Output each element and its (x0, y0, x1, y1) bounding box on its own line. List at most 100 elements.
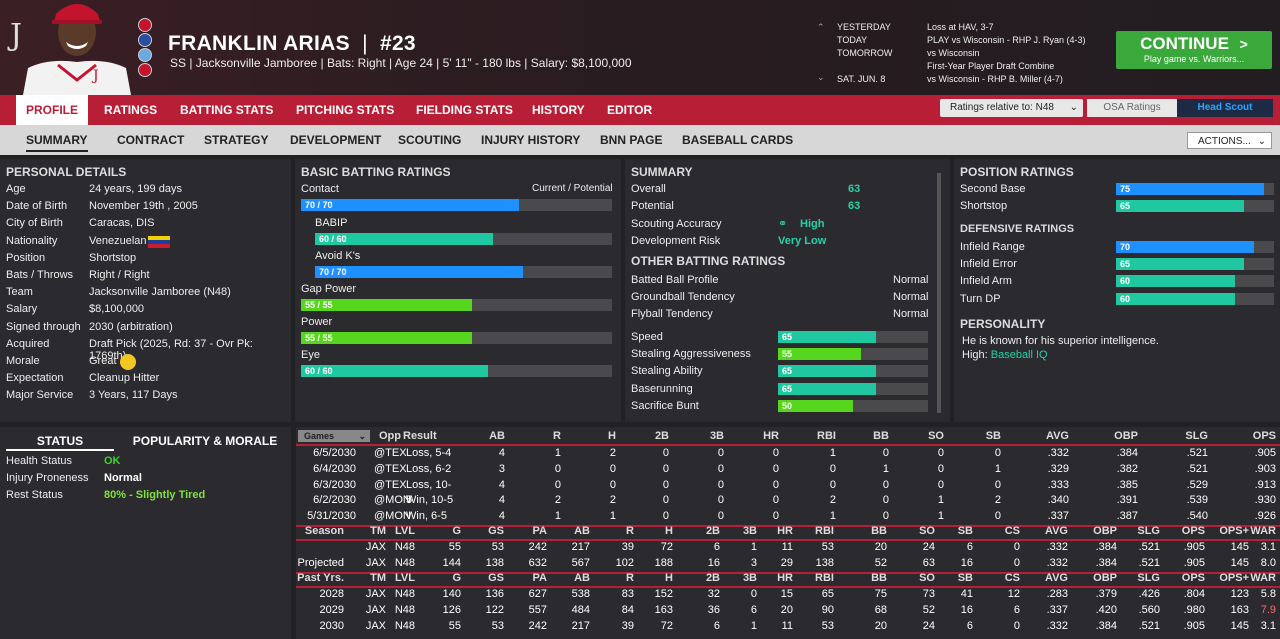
games-cell: 1 (994, 462, 1001, 475)
games-cell: 6/5/2030 (313, 447, 356, 459)
other-rating-label: Flyball Tendency (631, 308, 713, 320)
divider (296, 525, 1280, 527)
batting-ratings-panel: BASIC BATTING RATINGS Current / Potentia… (295, 159, 621, 422)
games-row[interactable]: 6/4/2030 @TEX Loss, 6-2 3 0 0 0 0 0 0 1 0 1 .329 .382.… (296, 462, 1280, 477)
past-cell: 12 (1007, 588, 1020, 600)
games-select[interactable]: Games ⌄ (298, 430, 370, 442)
games-row[interactable]: 5/31/2030 @MON Win, 6-5 4 1 1 0 0 0 1 0 1 0 .337 .387.… (296, 509, 1280, 524)
past-cell: 126 (442, 604, 461, 616)
tab-batting-stats[interactable]: BATTING STATS (180, 103, 274, 117)
rating-bar: 75 (1116, 183, 1265, 195)
head-scout-button[interactable]: Head Scout (1177, 99, 1273, 117)
continue-button[interactable]: CONTINUE > Play game vs. Warriors... (1116, 31, 1272, 69)
badge-icon (138, 63, 152, 77)
games-cell: .540 (1186, 510, 1208, 523)
current-potential-label: Current / Potential (532, 183, 613, 194)
schedule-row: First-Year Player Draft Combine (837, 60, 1086, 73)
tab-status[interactable]: STATUS (6, 431, 114, 451)
season-row[interactable]: Projected JAX N48 144 138 632 567 102 188 16 3 29 13… (296, 556, 1280, 571)
schedule-event: PLAY vs Wisconsin - RHP J. Ryan (4-3) (927, 35, 1086, 45)
tab-history[interactable]: HISTORY (532, 103, 585, 117)
rating-bar: 60 (1116, 292, 1235, 305)
season-col-header: WAR (1250, 525, 1276, 537)
past-row[interactable]: 2029 JAX N48 126 122 557 484 84 163 36 6 20 90 68 52 16… (296, 603, 1280, 618)
subtab-bnn-page[interactable]: BNN PAGE (600, 133, 663, 147)
games-cell: 1 (609, 510, 616, 523)
tab-profile[interactable]: PROFILE (16, 95, 89, 125)
season-cell: .905 (1183, 557, 1205, 569)
season-col-header: PA (532, 525, 547, 537)
past-cell: .804 (1183, 588, 1205, 600)
season-cell: .384 (1095, 557, 1117, 569)
games-cell: 4 (498, 447, 505, 459)
games-row[interactable]: 6/5/2030 @TEX Loss, 5-4 4 1 2 0 0 0 1 0 0 0 .332 .384.… (296, 446, 1280, 461)
tab-pitching-stats[interactable]: PITCHING STATS (296, 103, 395, 117)
past-col-header: RBI (815, 572, 834, 584)
games-cell: @MON (374, 510, 411, 523)
games-row[interactable]: 6/2/2030 @MON Win, 10-5 4 2 2 0 0 0 2 0 1 2 .340 .391.… (296, 493, 1280, 508)
personal-label: Expectation (6, 372, 64, 385)
osa-ratings-button[interactable]: OSA Ratings (1087, 99, 1177, 117)
season-cell: 145 (1230, 557, 1249, 569)
past-cell: 6 (966, 620, 973, 632)
tab-editor[interactable]: EDITOR (607, 103, 653, 117)
schedule-up-icon[interactable]: ⌃ (817, 22, 825, 32)
games-header-row: Opp Result AB R H 2B 3B HR RBI BB SO SB AVG OBP SLG OPS (296, 429, 1280, 444)
games-select-label: Games (304, 431, 335, 441)
other-rating-value: Normal (893, 291, 929, 303)
past-cell: 68 (874, 604, 887, 616)
games-cell: @TEX (374, 462, 407, 475)
past-cell: 557 (528, 604, 547, 616)
subtab-development[interactable]: DEVELOPMENT (290, 133, 382, 147)
summary-scrollbar[interactable] (937, 173, 941, 413)
past-cell: 39 (621, 620, 634, 632)
rating-label: Contact (301, 183, 339, 195)
divider (296, 586, 1280, 588)
past-row[interactable]: 2028 JAX N48 140 136 627 538 83 152 32 0 15 65 75 73 41… (296, 587, 1280, 602)
schedule-event: vs Wisconsin (927, 48, 980, 58)
games-cell: .391 (1116, 494, 1138, 507)
season-col-header: 3B (742, 525, 757, 537)
rating-bar: 60 / 60 (315, 233, 494, 245)
subtab-contract[interactable]: CONTRACT (117, 133, 185, 147)
past-col-header: Past Yrs. (297, 572, 344, 584)
past-row[interactable]: 2030 JAX N48 55 53 242 217 39 72 6 1 11 53 20 24 6 0.332… (296, 619, 1280, 634)
schedule-down-icon[interactable]: ⌄ (817, 72, 825, 82)
subtab-baseball-cards[interactable]: BASEBALL CARDS (682, 133, 794, 147)
games-cell: .337 (1047, 510, 1069, 523)
games-cell: .539 (1186, 494, 1208, 507)
games-cell: @TEX (374, 447, 407, 459)
tab-fielding-stats[interactable]: FIELDING STATS (416, 103, 513, 117)
games-cell: 0 (662, 462, 669, 475)
past-cell: .905 (1183, 620, 1205, 632)
subtab-summary[interactable]: SUMMARY (26, 128, 88, 152)
rating-label: BABIP (315, 217, 348, 229)
personal-label: Age (6, 183, 26, 195)
season-col-header: H (665, 525, 673, 537)
games-cell: 6/3/2030 (313, 478, 356, 491)
season-cell: .521 (1138, 541, 1160, 553)
tab-ratings[interactable]: RATINGS (104, 103, 158, 117)
subtab-scouting[interactable]: SCOUTING (398, 133, 462, 147)
season-cell: 1 (750, 541, 757, 553)
past-cell: N48 (394, 620, 415, 632)
actions-dropdown[interactable]: ACTIONS... ⌄ (1187, 132, 1272, 149)
status-value: Normal (104, 472, 142, 484)
games-row[interactable]: 6/3/2030 @TEX Loss, 10-5 4 0 0 0 0 0 0 0 0 0 .333 .385… (296, 478, 1280, 506)
tab-popularity-morale[interactable]: POPULARITY & MORALE (132, 434, 278, 448)
season-row[interactable]: JAX N48 55 53 242 217 39 72 6 1 11 53 20 24 6 0.332.384… (296, 540, 1280, 555)
ratings-relative-select[interactable]: Ratings relative to: N48 ⌄ (940, 99, 1083, 117)
subtab-strategy[interactable]: STRATEGY (204, 133, 269, 147)
games-col-header: SB (985, 430, 1001, 442)
past-col-header: PA (532, 572, 547, 584)
past-col-header: BB (871, 572, 887, 584)
ratings-relative-label: Ratings relative to: N48 (950, 102, 1054, 113)
season-cell: 102 (615, 557, 634, 569)
games-cell: 1 (937, 494, 944, 507)
games-cell: 0 (772, 447, 779, 459)
past-cell: 122 (485, 604, 504, 616)
subtab-injury-history[interactable]: INJURY HISTORY (481, 133, 581, 147)
games-cell: 0 (882, 510, 889, 523)
season-cell: 39 (621, 541, 634, 553)
games-col-header: 2B (654, 430, 669, 442)
